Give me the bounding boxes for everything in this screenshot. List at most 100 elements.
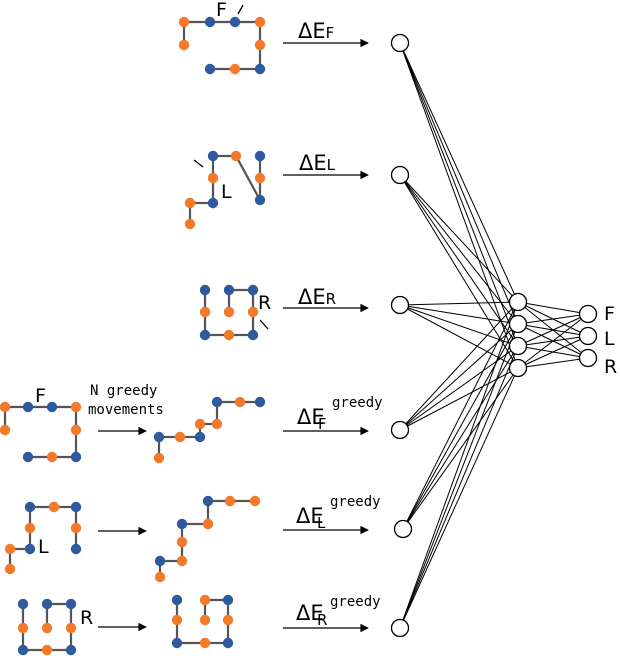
residue-orange — [229, 63, 241, 75]
residue-blue — [254, 194, 266, 206]
edge-input-hidden — [402, 345, 519, 530]
move-pointers — [193, 4, 269, 330]
residue-blue — [65, 644, 77, 656]
residue-orange — [171, 614, 183, 626]
edge-hidden-output — [517, 357, 589, 369]
edge-input-hidden — [402, 367, 519, 530]
residue-orange — [247, 306, 259, 318]
delta-e: ΔE — [297, 405, 325, 429]
label-r-mid: R — [258, 292, 271, 314]
greedy-superscript: greedy — [332, 395, 383, 411]
edge-input-hidden — [399, 301, 519, 306]
residue-orange — [199, 614, 211, 626]
input-node — [390, 295, 410, 315]
chain-r-greedy — [171, 594, 234, 649]
residue-orange — [176, 555, 188, 567]
residue-orange — [178, 39, 190, 51]
energy-label-l-greedy: ΔE L greedy — [296, 494, 381, 532]
residue-orange — [199, 637, 211, 649]
residue-blue — [204, 63, 216, 75]
output-label-l: L — [604, 328, 615, 350]
edge-input-hidden — [399, 304, 519, 347]
edge-hidden-output — [517, 313, 589, 325]
residue-orange — [254, 16, 266, 28]
residue-orange — [154, 571, 166, 583]
input-node — [390, 33, 410, 53]
residue-orange — [153, 452, 165, 464]
residue-orange — [222, 614, 234, 626]
pointer-l — [193, 159, 204, 168]
label-l-mid: L — [221, 181, 232, 203]
residue-blue — [41, 598, 53, 610]
residue-orange — [48, 501, 60, 513]
input-node — [390, 165, 410, 185]
sub: R — [326, 290, 336, 308]
residue-blue — [70, 451, 82, 463]
input-node — [390, 618, 410, 638]
chain-r — [199, 284, 259, 341]
delta-e: ΔE — [296, 504, 324, 528]
greedy-superscript: greedy — [330, 594, 381, 610]
residue-orange — [223, 329, 235, 341]
residue-orange — [194, 418, 206, 430]
residue-blue — [229, 16, 241, 28]
svg-text:ΔEL: ΔEL — [299, 151, 336, 175]
residue-orange — [199, 594, 211, 606]
edge-input-hidden — [399, 174, 519, 369]
residue-blue — [247, 284, 259, 296]
label-l-greedy: L — [38, 536, 49, 558]
residue-orange — [223, 306, 235, 318]
residue-orange — [70, 522, 82, 534]
edge-input-hidden — [399, 174, 519, 325]
edge-input-hidden — [399, 345, 519, 629]
edge-input-hidden — [399, 42, 519, 369]
label-f-top: F — [216, 0, 227, 21]
residue-blue — [22, 451, 34, 463]
chain-bond — [182, 20, 262, 71]
sub: L — [327, 156, 336, 174]
residue-orange — [254, 39, 266, 51]
residue-blue — [24, 543, 36, 555]
arrows — [98, 38, 369, 633]
chain-l-greedy — [154, 495, 261, 583]
residue-orange — [202, 518, 214, 530]
residue-orange — [249, 495, 261, 507]
edge-hidden-output — [517, 301, 589, 315]
greedy-caption-line2: movements — [88, 402, 164, 418]
residue-blue — [17, 598, 29, 610]
protein-chains — [0, 16, 266, 656]
edge-input-hidden — [399, 304, 519, 325]
edge-hidden-output — [517, 313, 589, 369]
residue-orange — [17, 622, 29, 634]
residue-orange — [207, 172, 219, 184]
hidden-node — [508, 358, 528, 378]
residue-blue — [199, 284, 211, 296]
edge-input-hidden — [399, 367, 519, 629]
residue-blue — [223, 284, 235, 296]
residue-blue — [254, 396, 266, 408]
edge-hidden-output — [517, 335, 589, 369]
pointer-f — [237, 4, 244, 15]
edge-input-hidden — [399, 301, 519, 431]
residue-blue — [171, 637, 183, 649]
energy-label-f-greedy: ΔE F greedy — [297, 395, 383, 433]
residue-blue — [207, 150, 219, 162]
edge-input-hidden — [399, 174, 519, 347]
output-node — [578, 304, 598, 324]
energy-label-f: ΔEF — [298, 19, 334, 43]
residue-orange — [24, 522, 36, 534]
residue-orange — [0, 401, 11, 413]
chain-bond — [157, 400, 260, 458]
output-label-r: R — [604, 356, 617, 378]
network-connections — [399, 42, 589, 629]
edge-hidden-output — [517, 313, 589, 347]
residue-orange — [174, 431, 186, 443]
network-nodes — [390, 33, 598, 638]
residue-orange — [230, 150, 242, 162]
residue-blue — [153, 431, 165, 443]
delta-e: ΔE — [299, 151, 327, 175]
sub: F — [318, 415, 327, 433]
output-label-f: F — [604, 303, 615, 325]
residue-orange — [70, 401, 82, 413]
